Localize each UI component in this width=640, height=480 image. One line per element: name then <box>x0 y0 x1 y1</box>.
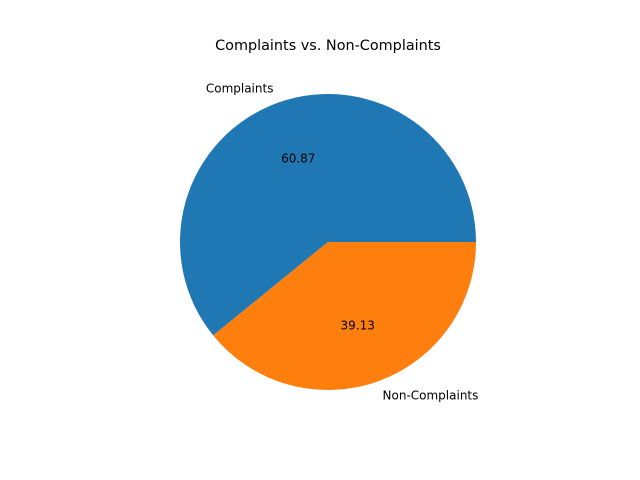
slice-percent-complaints: 60.87 <box>281 151 315 165</box>
slice-label-complaints: Complaints <box>206 82 274 96</box>
pie-slice-non-complaints <box>213 242 476 390</box>
pie-labels: Complaints 60.87 Non-Complaints 39.13 <box>206 82 479 403</box>
slice-percent-non-complaints: 39.13 <box>341 319 375 333</box>
pie-slice-complaints <box>180 93 477 336</box>
slice-label-non-complaints: Non-Complaints <box>383 388 479 402</box>
chart-title: Complaints vs. Non-Complaints <box>215 38 441 54</box>
pie-slices <box>180 93 477 390</box>
